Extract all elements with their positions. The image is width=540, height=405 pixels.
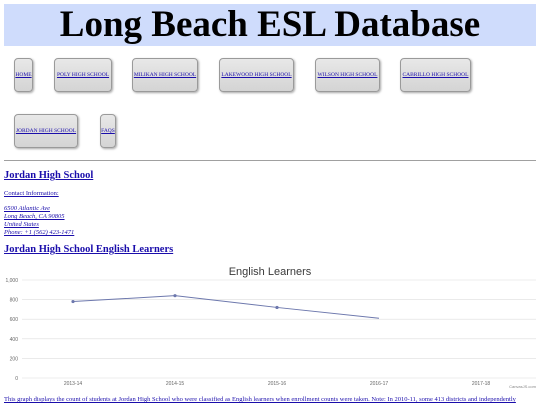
address-line1[interactable]: 6500 Atlantic Ave xyxy=(4,205,50,212)
nav-button-home[interactable]: HOME xyxy=(14,58,33,92)
y-tick-label: 800 xyxy=(10,298,19,304)
y-tick-label: 600 xyxy=(10,317,19,323)
phone-link[interactable]: Phone: +1 (562) 423-1471 xyxy=(4,229,75,236)
school-name-link[interactable]: Jordan High School xyxy=(4,170,94,181)
y-tick-label: 1,000 xyxy=(5,278,18,284)
x-tick-label: 2015-16 xyxy=(268,381,287,387)
chart-title: English Learners xyxy=(229,266,312,278)
y-tick-label: 200 xyxy=(10,356,19,362)
data-point xyxy=(275,305,279,310)
address-country[interactable]: United States xyxy=(4,221,39,228)
nav-button-cabrillo[interactable]: CABRILLO HIGH SCHOOL xyxy=(400,58,471,92)
series-line xyxy=(72,295,380,319)
x-tick-label: 2013-14 xyxy=(64,381,83,387)
nav-button-jordan[interactable]: JORDAN HIGH SCHOOL xyxy=(14,114,78,148)
english-learners-chart: English Learners 0 200 400 600 800 1,000 2013-1… xyxy=(5,266,537,389)
x-tick-label: 2014-15 xyxy=(166,381,185,387)
divider xyxy=(4,160,536,161)
y-tick-label: 0 xyxy=(15,376,18,382)
chart-credit: CanvasJS.com xyxy=(509,384,537,389)
site-title: Long Beach ESL Database xyxy=(4,4,536,46)
nav-button-millikan[interactable]: MILIKAN HIGH SCHOOL xyxy=(132,58,198,92)
x-tick-label: 2017-18 xyxy=(472,381,491,387)
y-tick-label: 400 xyxy=(10,337,19,343)
nav-button-wilson[interactable]: WILSON HIGH SCHOOL xyxy=(315,58,380,92)
chart-caption-link[interactable]: This graph displays the count of student… xyxy=(4,396,516,403)
section-title-link[interactable]: Jordan High School English Learners xyxy=(4,244,174,255)
nav-button-lakewood[interactable]: LAKEWOOD HIGH SCHOOL xyxy=(219,58,294,92)
data-point xyxy=(71,299,75,304)
x-tick-label: 2016-17 xyxy=(370,381,389,387)
contact-info-link[interactable]: Contact Information: xyxy=(4,190,59,197)
nav-button-poly[interactable]: POLY HIGH SCHOOL xyxy=(54,58,112,92)
address-line2[interactable]: Long Beach, CA 90805 xyxy=(4,213,65,220)
data-point xyxy=(173,294,177,298)
nav-button-faqs[interactable]: FAQS xyxy=(100,114,116,148)
